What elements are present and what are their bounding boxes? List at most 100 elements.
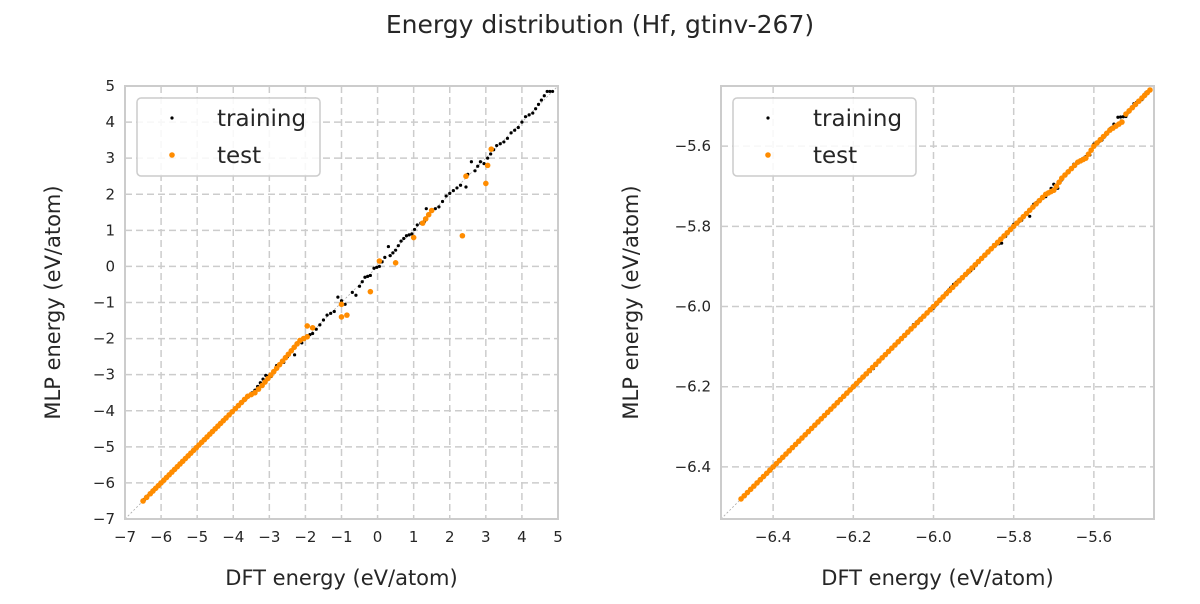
data-point-training <box>444 194 448 198</box>
data-point-test <box>410 234 417 241</box>
tick-labels: −7 −6 −5 −4 −3 −2 −1 0 1 2 3 4 5 −7 −6 −5 −4 −3 −2 −1 0 1 2 3 4 5 <box>93 77 563 546</box>
data-point-training <box>455 186 459 190</box>
y-tick-label: −6.2 <box>675 378 711 396</box>
x-tick-label: −4 <box>222 528 244 546</box>
y-tick-label: −4 <box>93 402 115 420</box>
data-point-test <box>140 498 146 504</box>
data-point-test <box>863 371 869 377</box>
data-point-training <box>388 253 392 258</box>
data-point-test <box>300 335 307 342</box>
data-point-test <box>799 435 805 441</box>
series-band-test <box>741 89 1151 499</box>
data-point-training <box>520 120 524 124</box>
data-point-training <box>383 255 387 259</box>
data-point-test <box>143 494 150 501</box>
data-point-training <box>357 284 362 288</box>
data-point-test <box>895 338 902 345</box>
data-point-training <box>495 143 499 148</box>
data-point-training <box>1000 241 1004 245</box>
data-point-training <box>502 140 506 144</box>
data-point-test <box>255 386 262 392</box>
data-point-test <box>338 314 345 320</box>
data-point-training <box>550 89 555 94</box>
data-point-training <box>448 191 452 195</box>
y-axis-label: MLP energy (eV/atom) <box>41 185 65 419</box>
data-point-test <box>166 471 173 478</box>
data-point-training <box>311 331 315 336</box>
data-point-training <box>399 239 403 243</box>
data-point-training <box>505 136 510 140</box>
legend: training test <box>136 97 321 177</box>
data-point-test <box>847 387 853 393</box>
legend-box <box>732 97 917 177</box>
data-point-training <box>548 89 552 94</box>
left-scatter-panel: −7 −6 −5 −4 −3 −2 −1 0 1 2 3 4 5 −7 −6 −5 −4 −3 −2 −1 0 1 2 3 4 5… <box>41 77 563 590</box>
data-point-test <box>1053 183 1060 190</box>
data-point-training <box>1028 214 1032 218</box>
data-point-training <box>542 94 546 98</box>
data-point-training <box>314 327 318 331</box>
data-point-test <box>1080 156 1086 163</box>
data-point-training <box>363 275 367 279</box>
data-point-training <box>469 160 473 164</box>
data-point-training <box>332 309 336 314</box>
y-tick-label: 5 <box>105 77 115 95</box>
data-point-training <box>366 274 370 278</box>
data-point-training <box>509 131 513 135</box>
x-tick-label: −6 <box>150 528 172 546</box>
data-point-training <box>415 223 419 227</box>
data-point-test <box>1135 98 1142 105</box>
data-point-test <box>309 324 316 331</box>
data-point-training <box>350 290 354 294</box>
x-tick-label: −6.2 <box>835 528 871 546</box>
data-point-training <box>410 232 414 236</box>
data-point-test <box>767 467 773 473</box>
legend-box <box>136 97 321 177</box>
y-tick-label: 2 <box>105 185 115 203</box>
data-point-training <box>396 244 400 248</box>
data-point-test <box>294 341 300 347</box>
data-point-test <box>419 220 426 226</box>
data-point-test <box>879 355 885 361</box>
y-tick-label: 4 <box>105 113 115 131</box>
data-point-training <box>536 102 541 107</box>
legend-marker-training <box>170 116 174 120</box>
data-point-training <box>433 207 437 211</box>
data-point-training <box>424 207 428 211</box>
x-tick-label: −6.0 <box>915 528 951 546</box>
data-point-training <box>391 251 395 255</box>
data-point-training <box>464 185 468 189</box>
legend-marker-training <box>766 116 770 120</box>
data-point-training <box>527 113 531 117</box>
data-point-test <box>484 162 491 169</box>
y-tick-label: −6.4 <box>675 458 711 476</box>
data-point-training <box>339 299 344 303</box>
data-point-test <box>1071 162 1078 169</box>
data-point-test <box>1007 226 1014 233</box>
data-point-training <box>482 161 486 166</box>
data-point-training <box>523 115 528 119</box>
data-point-test <box>1056 179 1062 186</box>
data-point-test <box>422 216 429 222</box>
data-point-training <box>451 189 455 193</box>
data-point-training <box>498 142 502 146</box>
legend: training test <box>732 97 917 177</box>
figure-title: Energy distribution (Hf, gtinv-267) <box>386 10 814 39</box>
data-point-test <box>483 180 489 187</box>
data-point-training <box>1116 115 1120 119</box>
x-tick-label: −3 <box>258 528 280 546</box>
data-point-training <box>412 227 417 232</box>
data-point-test <box>488 146 495 152</box>
x-tick-label: 4 <box>517 528 527 546</box>
y-tick-label: −1 <box>93 294 115 312</box>
y-tick-label: −5.8 <box>675 217 711 235</box>
data-point-training <box>368 273 372 278</box>
data-point-training <box>372 266 376 270</box>
data-point-test <box>751 483 757 489</box>
data-point-training <box>360 280 364 284</box>
plot-frame <box>124 85 559 520</box>
y-tick-label: −6.0 <box>675 298 711 316</box>
data-point-test <box>1088 147 1094 153</box>
x-tick-label: −5.6 <box>1076 528 1112 546</box>
data-point-test <box>959 274 966 281</box>
